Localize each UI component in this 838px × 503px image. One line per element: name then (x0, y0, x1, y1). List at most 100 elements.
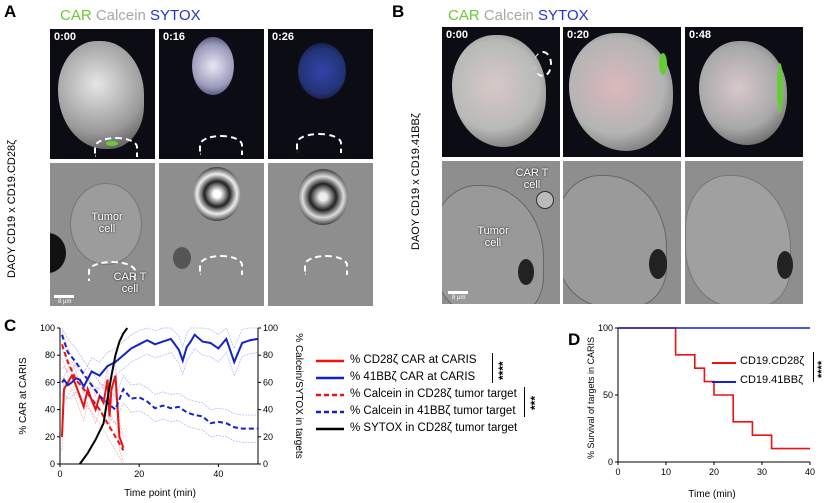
y2-tick-label: 100 (263, 323, 278, 333)
legend-item: CD19.CD28ζ (740, 355, 805, 367)
debris (777, 251, 793, 279)
x-tick-label: 20 (134, 469, 144, 479)
panel-a-bf-frame-3 (268, 163, 373, 306)
y2-tick-label: 40 (263, 405, 273, 415)
tumor-cell-bf (685, 175, 791, 304)
y2-tick-label: 80 (263, 350, 273, 360)
timestamp: 0:26 (272, 31, 295, 43)
scale-bar-label: 8 µm (452, 295, 466, 301)
panel-a-fluo-frame-2: 0:16 (159, 29, 264, 159)
x-tick-label: 0 (615, 467, 620, 477)
sig-car: **** (496, 361, 510, 380)
panel-d-letter: D (568, 330, 581, 349)
series-line (61, 344, 125, 451)
panel-b-row-label: DAOY CD19 x CD19.41BBζ (410, 113, 422, 250)
tumor-cell-calcein (452, 35, 546, 147)
blebbing-tumor-cell (298, 169, 348, 225)
y-tick-label: 80 (45, 350, 55, 360)
cart-outline (199, 135, 243, 155)
series-error-lower (61, 347, 259, 401)
header-car: CAR (448, 7, 480, 24)
series-error-upper (61, 327, 258, 374)
legend-swatch-41bb (712, 381, 736, 383)
panel-d-legend: CD19.CD28ζ CD19.41BBζ (740, 352, 804, 390)
cart-cell-bf (536, 191, 554, 209)
legend-item: % Calcein in 41BBζ tumor target (350, 405, 516, 417)
cart-outline (304, 255, 348, 275)
timestamp: 0:20 (567, 29, 590, 41)
series-line (61, 333, 259, 389)
debris (50, 233, 66, 273)
y-tick-label: 100 (40, 323, 55, 333)
y2-tick-label: 20 (263, 432, 273, 442)
tumor-cell-sytox (298, 43, 346, 99)
timestamp: 0:48 (689, 29, 712, 41)
sig-bracket-calcein (524, 387, 525, 417)
tumor-cell-calcein (699, 41, 787, 145)
x-tick-label: 40 (213, 469, 223, 479)
panel-b-letter: B (392, 2, 405, 21)
legend-item: CD19.41BBζ (740, 374, 803, 386)
cart-outline (199, 255, 243, 275)
series-line (618, 327, 810, 450)
panel-c-letter: C (4, 316, 17, 335)
panel-d-chart: 0 50 100 0 10 20 30 40 Time (min) % Survival of… (586, 323, 815, 500)
legend-item: % Calcein in CD28ζ tumor target (350, 388, 517, 400)
y2-tick-label: 0 (263, 459, 268, 469)
panel-a-fluo-frame-3: 0:26 (268, 29, 373, 159)
sig-calcein: *** (528, 395, 542, 410)
debris (173, 247, 191, 269)
panel-b-bf-frame-2 (563, 161, 681, 304)
sig-bracket (813, 352, 814, 382)
panel-b-fluo-frame-1: 0:00 (442, 27, 560, 157)
tumor-cell-calcein (192, 37, 234, 95)
y-tick-label: 40 (45, 405, 55, 415)
cart-outline (94, 137, 138, 157)
y2-tick-label: 60 (263, 377, 273, 387)
scale-bar (448, 291, 468, 294)
tumor-cell-bf (563, 175, 667, 304)
x-tick-label: 20 (709, 467, 719, 477)
series-line (61, 334, 258, 430)
legend-labels: % CD28ζ CAR at CARIS % 41BBζ CAR at CARI… (350, 352, 517, 437)
panel-a-row-label: DAOY CD19 x CD19.CD28ζ (6, 140, 18, 278)
scale-bar (54, 295, 74, 298)
series-line (78, 327, 129, 465)
blebbing-tumor-cell (193, 167, 241, 221)
panel-b-header: CAR Calcein SYTOX (448, 7, 589, 24)
panel-c-legend: % CD28ζ CAR at CARIS % 41BBζ CAR at CARI… (314, 352, 564, 497)
x-tick-label: 10 (661, 467, 671, 477)
x-tick-label: 0 (57, 469, 62, 479)
sig-d: **** (816, 360, 828, 378)
scale-bar-label: 8 µm (58, 299, 72, 305)
y-tick-label: 50 (603, 390, 613, 400)
y-axis-label: % Survival of targets in CARIS (586, 337, 596, 459)
panel-b-fluo-frame-2: 0:20 (563, 27, 681, 157)
header-sytox: SYTOX (150, 7, 201, 24)
panel-c-chart: 0 20 40 60 80 100 0 20 40 60 80 100 0 20 40 Time point… (18, 323, 304, 499)
header-sytox: SYTOX (538, 7, 589, 24)
car-signal (777, 63, 783, 113)
car-signal (659, 53, 667, 75)
timestamp: 0:00 (54, 31, 77, 43)
header-calcein: Calcein (483, 7, 534, 24)
x-tick-label: 40 (805, 467, 815, 477)
sig-bracket-car (492, 353, 493, 383)
legend-item: % 41BBζ CAR at CARIS (350, 371, 476, 383)
tumor-cell-label: Tumor cell (91, 211, 123, 235)
panel-a-fluo-frame-1: 0:00 (50, 29, 155, 159)
y-tick-label: 0 (50, 459, 55, 469)
x-axis-label: Time point (min) (124, 488, 196, 499)
panel-a-letter: A (4, 2, 17, 21)
debris (518, 259, 534, 285)
header-car: CAR (60, 7, 92, 24)
cart-outline (534, 51, 552, 77)
series-line (60, 373, 125, 449)
x-axis-label: Time (min) (688, 489, 735, 500)
series-error-upper (61, 327, 258, 416)
y-tick-label: 100 (598, 323, 613, 333)
x-tick-label: 30 (757, 467, 767, 477)
tumor-cell-calcein (58, 41, 144, 149)
